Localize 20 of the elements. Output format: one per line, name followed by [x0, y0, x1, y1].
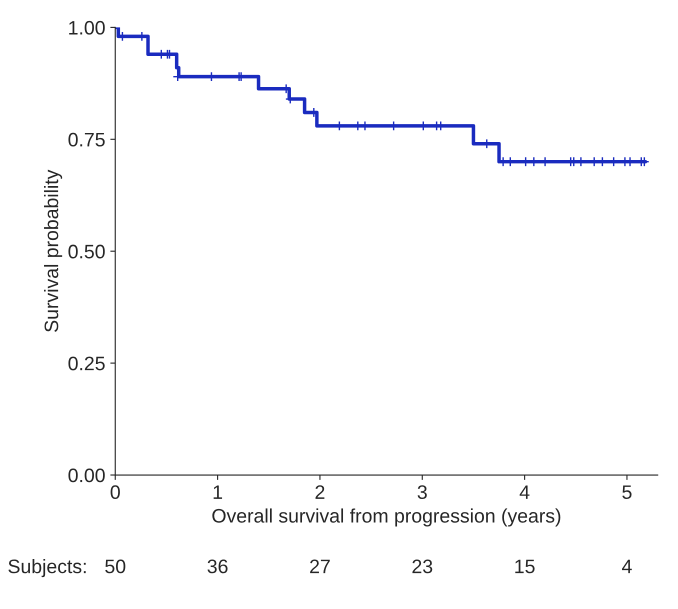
text: Subjects:	[8, 559, 86, 578]
x-tick-label: 4	[520, 485, 530, 499]
text: 36	[208, 560, 228, 574]
text: 23	[412, 560, 432, 574]
x-tick-label: 0	[110, 485, 120, 500]
x-tick-label: 3	[418, 485, 427, 500]
x-tick-label: 1	[214, 485, 222, 499]
y-tick-label: 0.00	[68, 468, 105, 482]
y-tick-label: 1.00	[69, 20, 105, 35]
y-tick-label: 0.50	[68, 244, 105, 258]
x-axis-title: Overall survival from progression (years)	[212, 508, 560, 527]
text: 15	[515, 560, 535, 574]
y-tick-label: 0.75	[68, 132, 105, 147]
y-tick-label: 0.25	[68, 356, 105, 370]
x-tick-label: 5	[622, 485, 632, 500]
x-tick-label: 2	[316, 485, 324, 499]
text: 50	[105, 560, 126, 574]
text: 27	[310, 560, 330, 574]
text: 4	[622, 560, 632, 574]
y-axis-title: Survival probability	[44, 170, 62, 332]
